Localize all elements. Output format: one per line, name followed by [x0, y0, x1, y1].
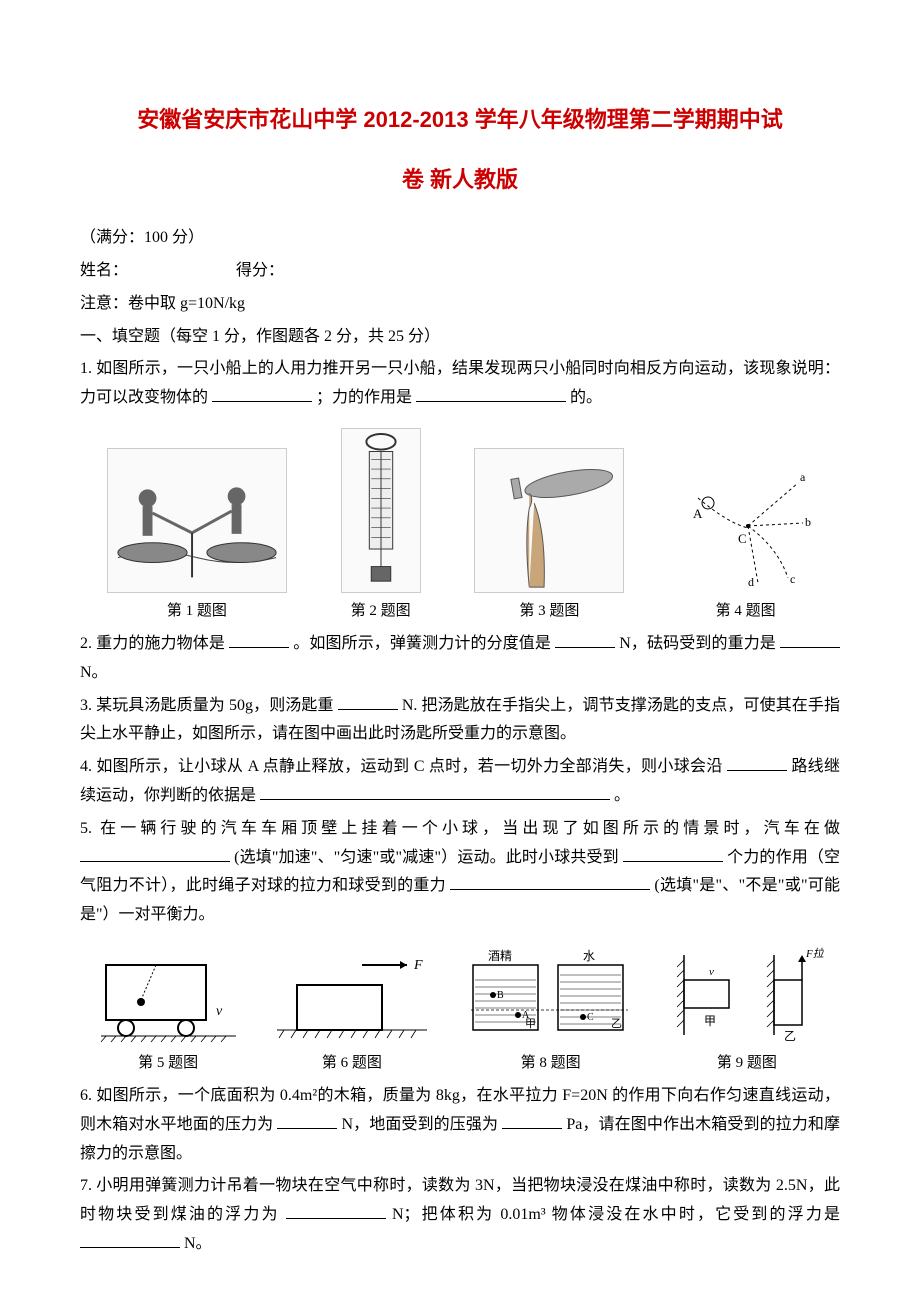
figure-1: 第 1 题图	[107, 448, 287, 625]
figure-9: 甲 v F拉 乙 第 9 题图	[669, 945, 824, 1077]
svg-text:C: C	[738, 531, 747, 546]
svg-text:c: c	[790, 572, 795, 586]
q3-text1: 3. 某玩具汤匙质量为 50g，则汤匙重	[80, 697, 334, 714]
svg-text:A: A	[693, 506, 703, 521]
section1-heading: 一、填空题（每空 1 分，作图题各 2 分，共 25 分）	[80, 323, 840, 352]
fig1-caption: 第 1 题图	[167, 598, 227, 625]
q7-text2: N；把体积为 0.01m³ 物体浸没在水中时，它受到的浮力是	[392, 1206, 840, 1223]
name-score-line: 姓名： 得分：	[80, 257, 840, 286]
q1-text2: ；力的作用是	[316, 389, 412, 406]
q7-blank2	[80, 1247, 180, 1248]
question-2: 2. 重力的施力物体是 。如图所示，弹簧测力计的分度值是 N，砝码受到的重力是 …	[80, 630, 840, 688]
q1-text1: 1. 如图所示，一只小船上的人用力推开另一只小船，结果发现两只小船同时向相反方向…	[80, 360, 840, 406]
svg-text:a: a	[800, 470, 806, 484]
svg-text:d: d	[748, 575, 754, 589]
q2-text4: N。	[80, 664, 108, 681]
svg-text:F拉: F拉	[805, 947, 824, 960]
svg-text:F: F	[413, 958, 423, 973]
q5-text2: (选填"加速"、"匀速"或"减速"）运动。此时小球共受到	[234, 849, 619, 866]
q5-blank3	[450, 889, 650, 890]
svg-text:酒精: 酒精	[488, 949, 512, 963]
document-subtitle: 卷 新人教版	[80, 160, 840, 200]
score-label: 得分：	[236, 262, 284, 279]
fig5-caption: 第 5 题图	[138, 1050, 198, 1077]
question-1: 1. 如图所示，一只小船上的人用力推开另一只小船，结果发现两只小船同时向相反方向…	[80, 355, 840, 413]
document-title: 安徽省安庆市花山中学 2012-2013 学年八年级物理第二学期期中试	[80, 100, 840, 140]
fig3-caption: 第 3 题图	[519, 598, 579, 625]
fig4-caption: 第 4 题图	[716, 598, 776, 625]
q1-blank2	[416, 401, 566, 402]
q2-blank2	[555, 647, 615, 648]
name-label: 姓名：	[80, 262, 128, 279]
svg-text:v: v	[216, 1004, 223, 1019]
q6-blank1	[277, 1128, 337, 1129]
full-score: （满分：100 分）	[80, 224, 840, 253]
svg-text:b: b	[805, 515, 811, 529]
q2-text3: N，砝码受到的重力是	[619, 635, 776, 652]
svg-text:B: B	[497, 990, 504, 1001]
fig6-caption: 第 6 题图	[322, 1050, 382, 1077]
q4-text3: 。	[614, 787, 630, 804]
figure-2: 第 2 题图	[341, 428, 421, 625]
svg-text:C: C	[587, 1012, 594, 1023]
q3-blank1	[338, 709, 398, 710]
q4-blank1	[727, 770, 787, 771]
q4-blank2	[260, 799, 610, 800]
q6-text2: N，地面受到的压强为	[341, 1116, 498, 1133]
q7-text3: N。	[184, 1235, 212, 1252]
figure-3: 第 3 题图	[474, 448, 624, 625]
figure-row-1: 第 1 题图 第 2 题图	[80, 428, 840, 625]
note-line: 注意：卷中取 g=10N/kg	[80, 290, 840, 319]
question-3: 3. 某玩具汤匙质量为 50g，则汤匙重 N. 把汤匙放在手指尖上，调节支撑汤匙…	[80, 692, 840, 750]
q1-blank1	[212, 401, 312, 402]
question-4: 4. 如图所示，让小球从 A 点静止释放，运动到 C 点时，若一切外力全部消失，…	[80, 753, 840, 811]
fig2-caption: 第 2 题图	[351, 598, 411, 625]
figure-4: A C a b c d 第 4 题图	[678, 448, 813, 625]
figure-row-2: v 第 5 题图 F 第 6 题图	[80, 945, 840, 1077]
fig8-caption: 第 8 题图	[521, 1050, 581, 1077]
svg-text:甲: 甲	[704, 1014, 716, 1028]
svg-text:甲: 甲	[525, 1018, 536, 1030]
q4-text1: 4. 如图所示，让小球从 A 点静止释放，运动到 C 点时，若一切外力全部消失，…	[80, 758, 723, 775]
figure-5: v 第 5 题图	[96, 950, 241, 1077]
question-7: 7. 小明用弹簧测力计吊着一物块在空气中称时，读数为 3N，当把物块浸没在煤油中…	[80, 1172, 840, 1258]
q1-text3: 的。	[570, 389, 602, 406]
q5-text1: 5. 在一辆行驶的汽车车厢顶壁上挂着一个小球，当出现了如图所示的情景时，汽车在做	[80, 820, 840, 837]
svg-text:乙: 乙	[784, 1029, 796, 1043]
question-5: 5. 在一辆行驶的汽车车厢顶壁上挂着一个小球，当出现了如图所示的情景时，汽车在做…	[80, 815, 840, 930]
q2-text1: 2. 重力的施力物体是	[80, 635, 225, 652]
q6-blank2	[502, 1128, 562, 1129]
question-6: 6. 如图所示，一个底面积为 0.4m²的木箱，质量为 8kg，在水平拉力 F=…	[80, 1082, 840, 1168]
q5-blank1	[80, 861, 230, 862]
figure-6: F 第 6 题图	[272, 950, 432, 1077]
q5-blank2	[623, 861, 723, 862]
svg-text:乙: 乙	[611, 1017, 622, 1030]
fig9-caption: 第 9 题图	[717, 1050, 777, 1077]
q7-blank1	[286, 1218, 386, 1219]
q2-blank3	[780, 647, 840, 648]
svg-text:v: v	[709, 966, 714, 978]
svg-text:水: 水	[583, 949, 595, 963]
q2-blank1	[229, 647, 289, 648]
q2-text2: 。如图所示，弹簧测力计的分度值是	[293, 635, 551, 652]
figure-8: 酒精 B A 甲 水 C 乙 第 8 题图	[463, 945, 638, 1077]
